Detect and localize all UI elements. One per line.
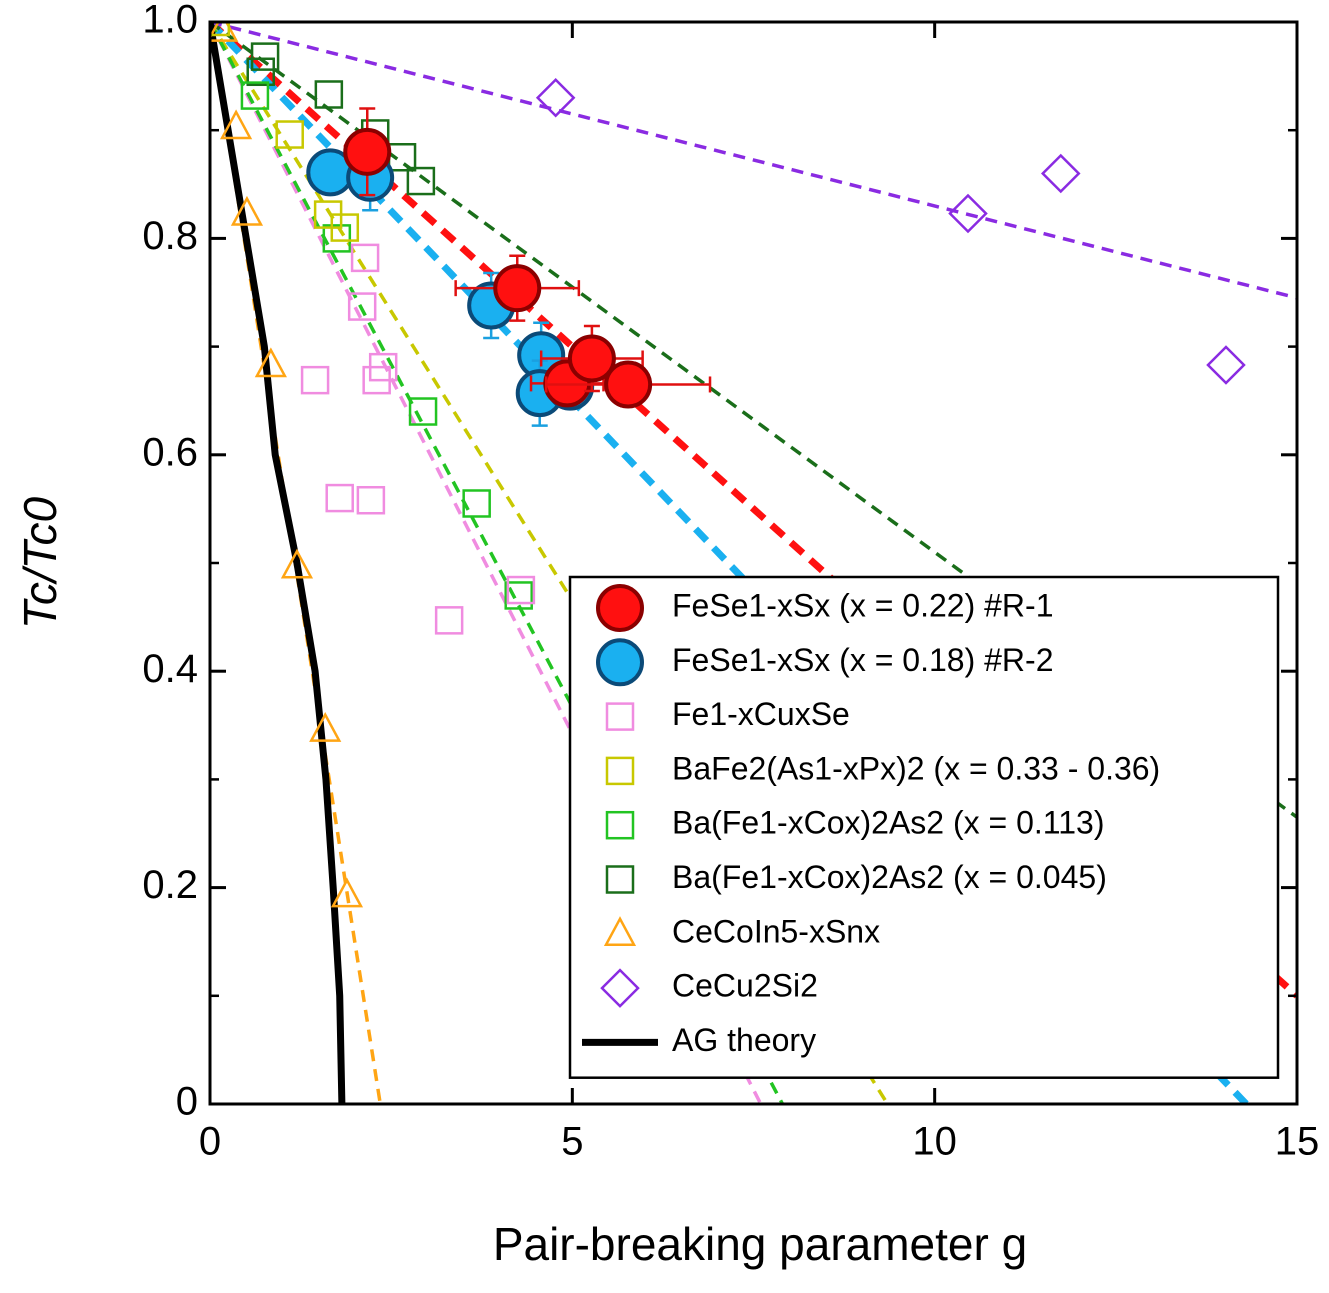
y-tick-label: 0.8 <box>142 214 198 258</box>
marker <box>240 81 270 110</box>
marker <box>408 397 438 426</box>
marker <box>356 485 386 515</box>
y-tick-label: 0.4 <box>142 647 198 691</box>
marker <box>347 292 377 321</box>
legend-box <box>568 575 1280 1079</box>
marker <box>535 77 576 118</box>
legend-marker <box>596 638 644 687</box>
legend-marker <box>596 584 644 632</box>
marker <box>462 489 491 518</box>
x-tick-label: 15 <box>1275 1120 1320 1164</box>
legend: FeSe1-xSx (x = 0.22) #R-1 FeSe1-xSx (x = … <box>568 575 1280 1079</box>
marker <box>434 606 464 635</box>
y-tick-label: 1.0 <box>142 0 198 42</box>
legend-marker <box>605 756 635 786</box>
legend-label: FeSe1-xSx (x = 0.22) #R-1 <box>672 587 1053 623</box>
fit-line <box>210 22 1297 300</box>
marker <box>330 877 364 908</box>
marker <box>506 575 536 605</box>
marker <box>246 57 275 87</box>
theory-line <box>210 22 346 1104</box>
y-tick-label: 0.6 <box>142 430 198 474</box>
legend-label: Ba(Fe1-xCox)2As2 (x = 0.045) <box>672 859 1107 895</box>
legend-label: AG theory <box>672 1022 816 1058</box>
marker <box>604 360 653 409</box>
marker <box>314 80 344 109</box>
legend-label: CeCoIn5-xSnx <box>672 913 880 949</box>
legend-label: CeCu2Si2 <box>672 968 818 1004</box>
marker <box>280 548 314 579</box>
y-tick-label: 0 <box>176 1080 198 1124</box>
marker <box>254 347 287 378</box>
legend-marker <box>605 702 635 731</box>
legend-marker <box>605 865 635 894</box>
marker <box>362 365 391 395</box>
x-axis-label: Pair-breaking parameter g <box>493 1218 1027 1270</box>
marker <box>1040 153 1081 194</box>
marker <box>322 224 352 253</box>
y-tick-label: 0.2 <box>142 863 198 907</box>
marker <box>504 581 533 610</box>
marker <box>309 711 342 742</box>
legend-label: BaFe2(As1-xPx)2 (x = 0.33 - 0.36) <box>672 750 1160 786</box>
marker <box>493 264 542 313</box>
legend-label: Fe1-xCuxSe <box>672 696 850 732</box>
marker <box>343 127 392 176</box>
marker <box>567 334 616 383</box>
marker <box>948 193 988 234</box>
marker <box>330 213 360 242</box>
marker <box>300 365 330 395</box>
marker <box>230 195 264 226</box>
legend-label: FeSe1-xSx (x = 0.18) #R-2 <box>672 642 1053 678</box>
legend-marker <box>600 968 640 1008</box>
marker <box>219 109 253 140</box>
legend-label: Ba(Fe1-xCox)2As2 (x = 0.113) <box>672 805 1104 841</box>
marker <box>350 243 380 273</box>
marker <box>210 22 231 37</box>
marker <box>1206 345 1246 385</box>
marker <box>406 166 436 196</box>
x-tick-label: 0 <box>199 1120 221 1164</box>
marker <box>275 120 304 149</box>
legend-marker <box>603 916 637 947</box>
legend-marker <box>605 810 635 840</box>
x-tick-label: 10 <box>912 1120 957 1164</box>
x-tick-label: 5 <box>561 1120 583 1164</box>
y-axis-label: Tc/Tc0 <box>14 497 66 630</box>
marker <box>325 483 354 513</box>
marker <box>250 42 280 71</box>
